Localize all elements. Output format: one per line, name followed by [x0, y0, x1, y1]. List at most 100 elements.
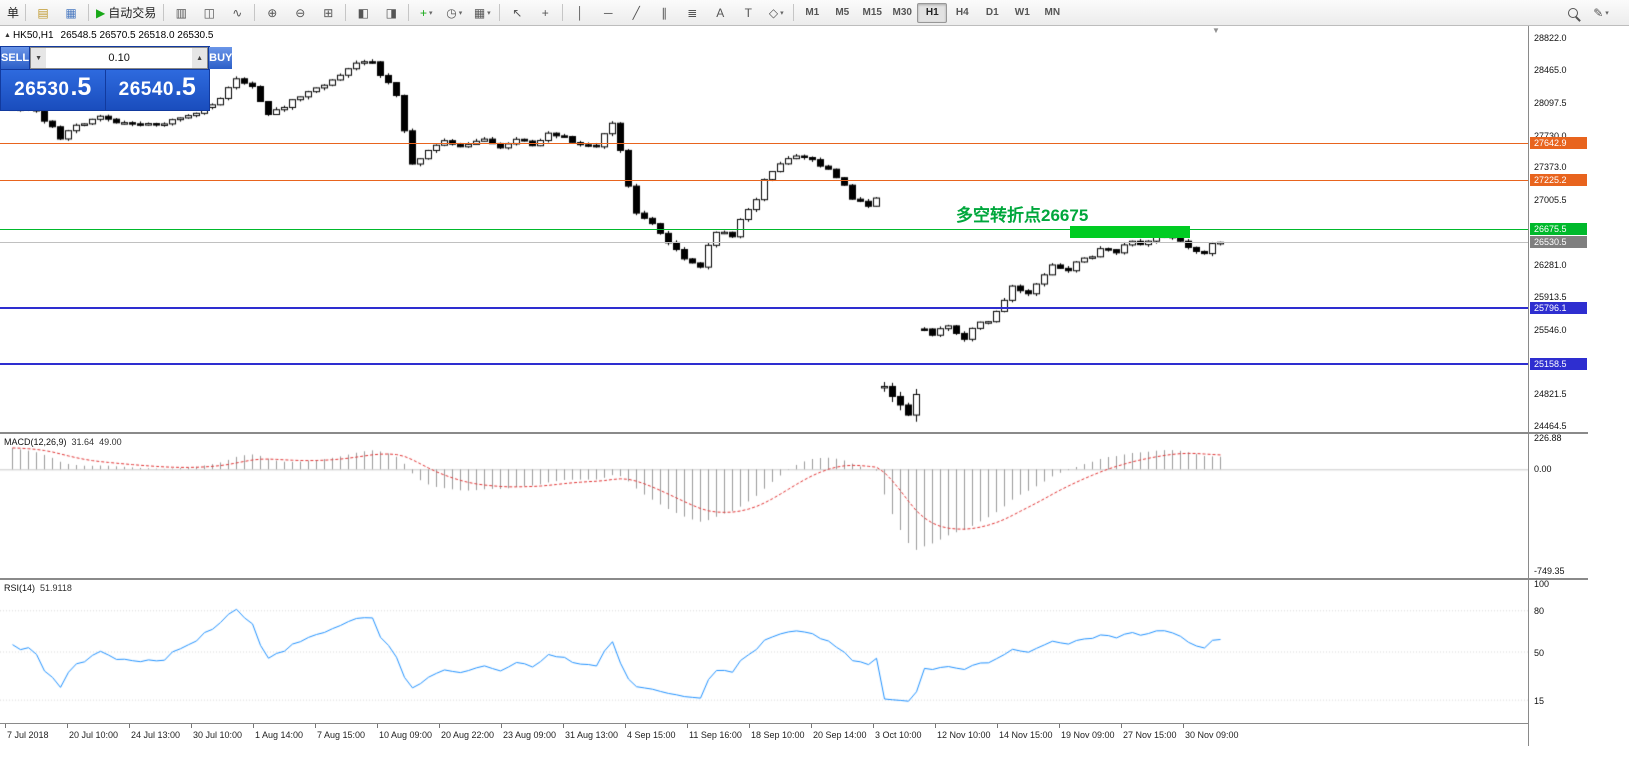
fibonacci-icon[interactable]: ≣ — [678, 2, 706, 24]
timeframe-h1[interactable]: H1 — [917, 2, 948, 23]
volume-input[interactable] — [46, 48, 193, 68]
level-line-pivot[interactable] — [0, 228, 1528, 230]
rsi-pane[interactable]: RSI(14) 51.9118 — [0, 580, 1528, 723]
timeframe-d1[interactable]: D1 — [985, 7, 999, 18]
timeframe-m5[interactable]: M5 — [835, 7, 850, 18]
timeframe-mn[interactable]: MN — [1044, 7, 1061, 18]
price-pane[interactable]: ▼ ▲ HK50,H1 26548.5 26570.5 26518.0 26530.… — [0, 26, 1528, 432]
time-tick — [997, 724, 998, 728]
window-title-partial: 单 — [4, 6, 22, 20]
draw-icon[interactable]: ✎ ▾ — [1587, 2, 1615, 24]
zoom-out-icon[interactable]: ⊖ — [286, 2, 314, 24]
level-line-support-lower[interactable] — [0, 363, 1528, 366]
time-tick — [67, 724, 68, 728]
trade-annotation[interactable]: 多空转折点26675 — [956, 206, 1089, 225]
time-axis-label: 3 Oct 10:00 — [875, 730, 922, 740]
cursor-icon-glyph: ↖ — [512, 5, 523, 20]
channel-icon[interactable]: ∥ — [650, 2, 678, 24]
pane-splitter-2[interactable] — [0, 578, 1588, 580]
indicator-subwindow-icon[interactable]: ◨ — [377, 2, 405, 24]
bar-chart-icon[interactable]: ▥ — [167, 2, 195, 24]
timeframe-m15[interactable]: M15 — [862, 7, 882, 18]
horizontal-line-icon[interactable]: ─ — [594, 2, 622, 24]
timeframe-w1[interactable]: W1 — [1014, 7, 1030, 18]
cursor-icon[interactable]: ↖ — [503, 2, 531, 24]
price-axis[interactable]: 28822.0 28465.0 28097.5 27730.0 27373.0 27005… — [1528, 26, 1588, 746]
shapes-icon-dropdown-arrow: ▾ — [780, 9, 784, 17]
time-tick — [1121, 724, 1122, 728]
timeframe-h4[interactable]: H4 — [955, 7, 969, 18]
templates-icon[interactable]: ▦ ▾ — [468, 2, 496, 24]
zoom-out-icon-glyph: ⊖ — [295, 5, 306, 20]
time-tick — [439, 724, 440, 728]
zoom-in-icon[interactable]: ⊕ — [258, 2, 286, 24]
trendline-icon[interactable]: ╱ — [622, 2, 650, 24]
indicators-list-icon[interactable]: + ▾ — [412, 2, 440, 24]
auto-trading-button[interactable]: ▶ 自动交易 — [92, 2, 160, 24]
text-icon-glyph: A — [716, 5, 725, 20]
buy-button[interactable]: BUY — [209, 47, 233, 69]
indicator-window-icon[interactable]: ◧ — [349, 2, 377, 24]
macd-pane[interactable]: MACD(12,26,9) 31.64 49.00 — [0, 434, 1528, 578]
toolbar-separator — [25, 4, 27, 21]
price-badge-support-lower: 25158.5 — [1530, 358, 1587, 371]
time-axis-label: 11 Sep 16:00 — [689, 730, 742, 740]
text-label-icon[interactable]: T — [734, 2, 762, 24]
symbol-search-icon[interactable] — [1559, 2, 1587, 24]
level-line-resistance-lower[interactable] — [0, 179, 1528, 181]
time-axis[interactable]: 7 Jul 2018 20 Jul 10:00 24 Jul 13:00 30 Jul… — [0, 723, 1528, 746]
timeframe-m1[interactable]: M1 — [805, 7, 820, 18]
level-line-resistance-upper[interactable] — [0, 142, 1528, 144]
rsi-canvas[interactable] — [0, 580, 1528, 723]
macd-axis-label: 226.88 — [1534, 433, 1562, 444]
text-icon[interactable]: A — [706, 2, 734, 24]
price-axis-label: 25913.5 — [1534, 292, 1567, 303]
price-axis-label: 28097.5 — [1534, 97, 1567, 108]
time-tick — [811, 724, 812, 728]
time-axis-label: 27 Nov 15:00 — [1123, 730, 1177, 740]
time-axis-label: 31 Aug 13:00 — [565, 730, 619, 740]
timeframe-m30[interactable]: M30 — [892, 7, 912, 18]
periods-icon[interactable]: ◷ ▾ — [440, 2, 468, 24]
volume-increase-button[interactable]: ▲ — [192, 48, 208, 68]
level-line-current-price[interactable] — [0, 241, 1528, 243]
new-order-icon[interactable]: ▤ — [29, 2, 57, 24]
time-axis-label: 20 Aug 22:00 — [441, 730, 495, 740]
vertical-line-icon[interactable]: │ — [566, 2, 594, 24]
time-tick — [625, 724, 626, 728]
pivot-zone[interactable] — [1070, 226, 1190, 238]
toolbar-separator — [254, 4, 256, 21]
pane-splitter-1[interactable] — [0, 432, 1588, 434]
level-line-support-upper[interactable] — [0, 306, 1528, 309]
volume-decrease-button[interactable]: ▼ — [31, 48, 47, 68]
channel-icon-glyph: ∥ — [661, 5, 668, 20]
macd-axis-label: -749.35 — [1534, 566, 1565, 577]
time-tick — [687, 724, 688, 728]
tile-windows-icon[interactable]: ⊞ — [314, 2, 342, 24]
time-tick — [873, 724, 874, 728]
symbol-search-icon-glyph — [1568, 7, 1578, 18]
trendline-icon-glyph: ╱ — [632, 5, 640, 20]
time-axis-label: 12 Nov 10:00 — [937, 730, 991, 740]
periods-icon-dropdown-arrow: ▾ — [458, 9, 463, 17]
shapes-icon[interactable]: ◇ ▾ — [762, 2, 790, 24]
macd-value-main: 31.64 — [71, 437, 95, 447]
time-tick — [129, 724, 130, 728]
time-axis-label: 30 Nov 09:00 — [1185, 730, 1239, 740]
sell-button[interactable]: SELL — [1, 47, 30, 69]
sell-price-display[interactable]: 26530.5 — [1, 70, 105, 110]
window-title-partial-glyph: 单 — [7, 5, 20, 20]
crosshair-icon[interactable]: + — [531, 2, 559, 24]
chart-window-icon[interactable]: ▦ — [57, 2, 85, 24]
line-chart-icon[interactable]: ∿ — [223, 2, 251, 24]
macd-axis-label: 0.00 — [1534, 464, 1552, 475]
candlestick-chart-icon-glyph: ◫ — [203, 5, 215, 20]
macd-name: MACD(12,26,9) — [4, 437, 67, 447]
time-tick — [1059, 724, 1060, 728]
buy-price-display[interactable]: 26540.5 — [105, 70, 209, 110]
rsi-name: RSI(14) — [4, 583, 36, 593]
time-axis-label: 14 Nov 15:00 — [999, 730, 1053, 740]
candlestick-chart-icon[interactable]: ◫ — [195, 2, 223, 24]
chart-shift-marker[interactable]: ▼ — [1212, 26, 1220, 35]
macd-canvas[interactable] — [0, 434, 1528, 578]
